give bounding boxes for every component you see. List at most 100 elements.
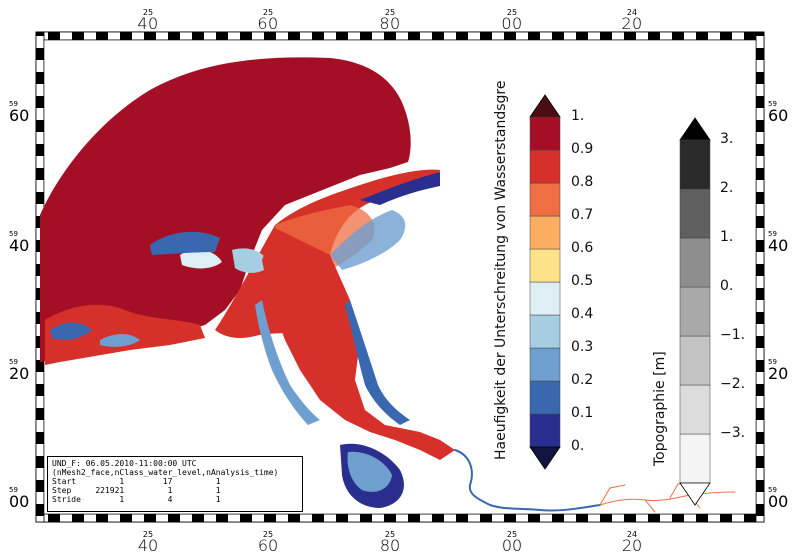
info-box: UND_F: 06.05.2010-11:00:00 UTC (nMesh2_f… — [47, 456, 303, 512]
colorbar-label: 3. — [720, 131, 734, 147]
tick-small: 25 — [262, 8, 274, 17]
bot-ticks-3: 25 00 — [492, 530, 532, 555]
info-line-2: (nMesh2_face,nClass_water_level,nAnalysi… — [52, 468, 279, 477]
colorbar-label: 0.2 — [571, 372, 594, 388]
bot-ticks-2: 25 80 — [370, 530, 410, 555]
tick-big: 00 — [501, 536, 523, 555]
frequency-colorbar — [529, 94, 561, 470]
tick-big: 60 — [9, 106, 30, 125]
left-ticks-3: 59 00 — [9, 486, 35, 511]
tick-big: 60 — [257, 14, 279, 33]
right-ticks-0: 59 60 — [768, 100, 794, 125]
colorbar-segment — [679, 237, 711, 288]
colorbar-segment — [529, 281, 561, 316]
colorbar-segment — [529, 215, 561, 250]
colorbar-label: −3. — [720, 425, 746, 441]
colorbar-segment — [529, 182, 561, 217]
colorbar-label: 0.7 — [571, 207, 594, 223]
tick-small: 59 — [768, 358, 777, 366]
left-ticks-1: 59 40 — [9, 230, 35, 255]
colorbar-bottom-triangle — [529, 446, 561, 470]
colorbar-segment — [679, 188, 711, 239]
colorbar-label: −2. — [720, 376, 746, 392]
left-ticks-0: 59 60 — [9, 100, 35, 125]
frequency-colorbar-title: Haeufigkeit der Unterschreitung von Wass… — [493, 80, 509, 460]
tick-small: 24 — [626, 8, 638, 17]
top-ticks-4: 24 20 — [612, 8, 652, 33]
top-ticks-1: 25 60 — [248, 8, 288, 33]
tick-small: 25 — [384, 530, 396, 539]
colorbar-segment — [679, 139, 711, 190]
colorbar-label: 0.3 — [571, 339, 594, 355]
tick-big: 60 — [768, 106, 789, 125]
tick-small: 59 — [768, 100, 777, 108]
tick-big: 60 — [257, 536, 279, 555]
tick-big: 40 — [137, 14, 159, 33]
top-ticks-3: 25 00 — [492, 8, 532, 33]
tick-big: 00 — [768, 492, 789, 511]
colorbar-segment — [529, 314, 561, 349]
tick-small: 25 — [506, 8, 518, 17]
river-tail — [454, 449, 736, 513]
colorbar-label: 2. — [720, 180, 734, 196]
colorbar-label: 0.4 — [571, 306, 594, 322]
offshore-region — [40, 57, 411, 363]
colorbar-label: 0.5 — [571, 273, 594, 289]
right-ticks-3: 59 00 — [768, 486, 794, 511]
tick-big: 40 — [137, 536, 159, 555]
topography-colorbar-title: Topographie [m] — [652, 351, 668, 466]
tick-big: 80 — [379, 14, 401, 33]
tick-small: 59 — [9, 358, 18, 366]
colorbar-segment — [529, 248, 561, 283]
tick-small: 25 — [384, 8, 396, 17]
colorbar-label: 0. — [720, 278, 734, 294]
bot-ticks-0: 25 40 — [128, 530, 168, 555]
info-line-1: UND_F: 06.05.2010-11:00:00 UTC — [52, 459, 197, 468]
colorbar-segment — [679, 384, 711, 435]
top-ticks-0: 25 40 — [128, 8, 168, 33]
bot-ticks-4: 24 20 — [612, 530, 652, 555]
tick-big: 80 — [379, 536, 401, 555]
tick-big: 20 — [621, 14, 643, 33]
tick-small: 59 — [9, 100, 18, 108]
tick-big: 40 — [9, 236, 30, 255]
estuary-channel — [255, 228, 455, 508]
tick-big: 20 — [9, 364, 30, 383]
tick-small: 59 — [9, 230, 18, 238]
colorbar-segment — [529, 116, 561, 151]
tick-big: 00 — [501, 14, 523, 33]
colorbar-segment — [529, 149, 561, 184]
tick-small: 25 — [142, 530, 154, 539]
tick-small: 59 — [768, 230, 777, 238]
top-ticks-2: 25 80 — [370, 8, 410, 33]
info-row: Stride 1 4 1 — [52, 495, 221, 504]
tick-small: 25 — [142, 8, 154, 17]
colorbar-label: 0.8 — [571, 174, 594, 190]
colorbar-segment — [679, 286, 711, 337]
bot-ticks-1: 25 60 — [248, 530, 288, 555]
tick-big: 40 — [768, 236, 789, 255]
right-ticks-2: 59 20 — [768, 358, 794, 383]
colorbar-label: 1. — [720, 229, 734, 245]
tick-big: 20 — [768, 364, 789, 383]
info-row: Start 1 17 1 — [52, 477, 221, 486]
topography-colorbar — [679, 117, 711, 506]
tick-big: 00 — [9, 492, 30, 511]
colorbar-segment — [529, 413, 561, 448]
tick-small: 59 — [768, 486, 777, 494]
colorbar-label: 1. — [571, 108, 585, 124]
colorbar-label: −1. — [720, 327, 746, 343]
colorbar-label: 0.9 — [571, 141, 594, 157]
tick-big: 20 — [621, 536, 643, 555]
colorbar-label: 0. — [571, 438, 585, 454]
right-ticks-1: 59 40 — [768, 230, 794, 255]
tick-small: 24 — [626, 530, 638, 539]
left-ticks-2: 59 20 — [9, 358, 35, 383]
tick-small: 59 — [9, 486, 18, 494]
colorbar-segment — [679, 335, 711, 386]
colorbar-label: 0.1 — [571, 405, 594, 421]
colorbar-segment — [529, 380, 561, 415]
colorbar-bottom-triangle — [679, 482, 711, 506]
colorbar-label: 0.6 — [571, 240, 594, 256]
